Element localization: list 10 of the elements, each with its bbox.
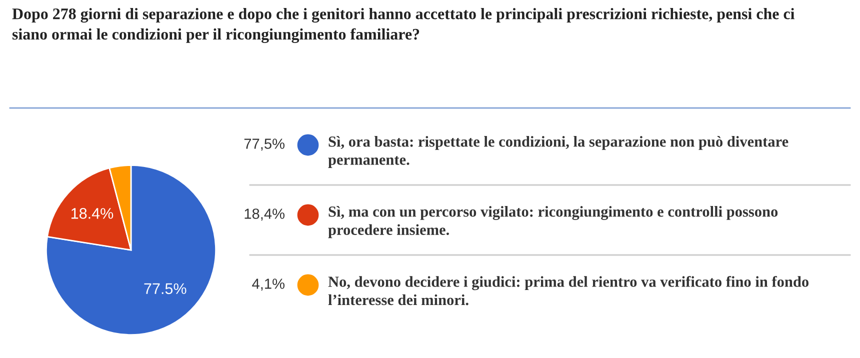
text: 4,1% (252, 278, 284, 291)
legend-label: Sì, ora basta: rispettate le condizioni, la separazione non può diventare permanente. (328, 136, 788, 168)
text: 77,5% (244, 138, 284, 151)
legend-label: No, devono decidere i giudici: prima del rientro va verificato fino in fondo l’interesse dei minori. (328, 276, 809, 306)
pie-slice (46, 164, 216, 336)
chart-title: Dopo 278 giorni di separazione e dopo che i genitori hanno accettato le principali prescrizioni richieste, pensi che ci siano ormai le condizioni per il ricongiungimento familiare? (12, 8, 794, 44)
text: 18,4% (244, 208, 284, 221)
legend-label: Sì, ma con un percorso vigilato: ricongiungimento e controlli possono procedere insieme. (328, 206, 778, 238)
data-label: 18.4% (72, 208, 114, 219)
data-label: 77.5% (144, 283, 186, 294)
